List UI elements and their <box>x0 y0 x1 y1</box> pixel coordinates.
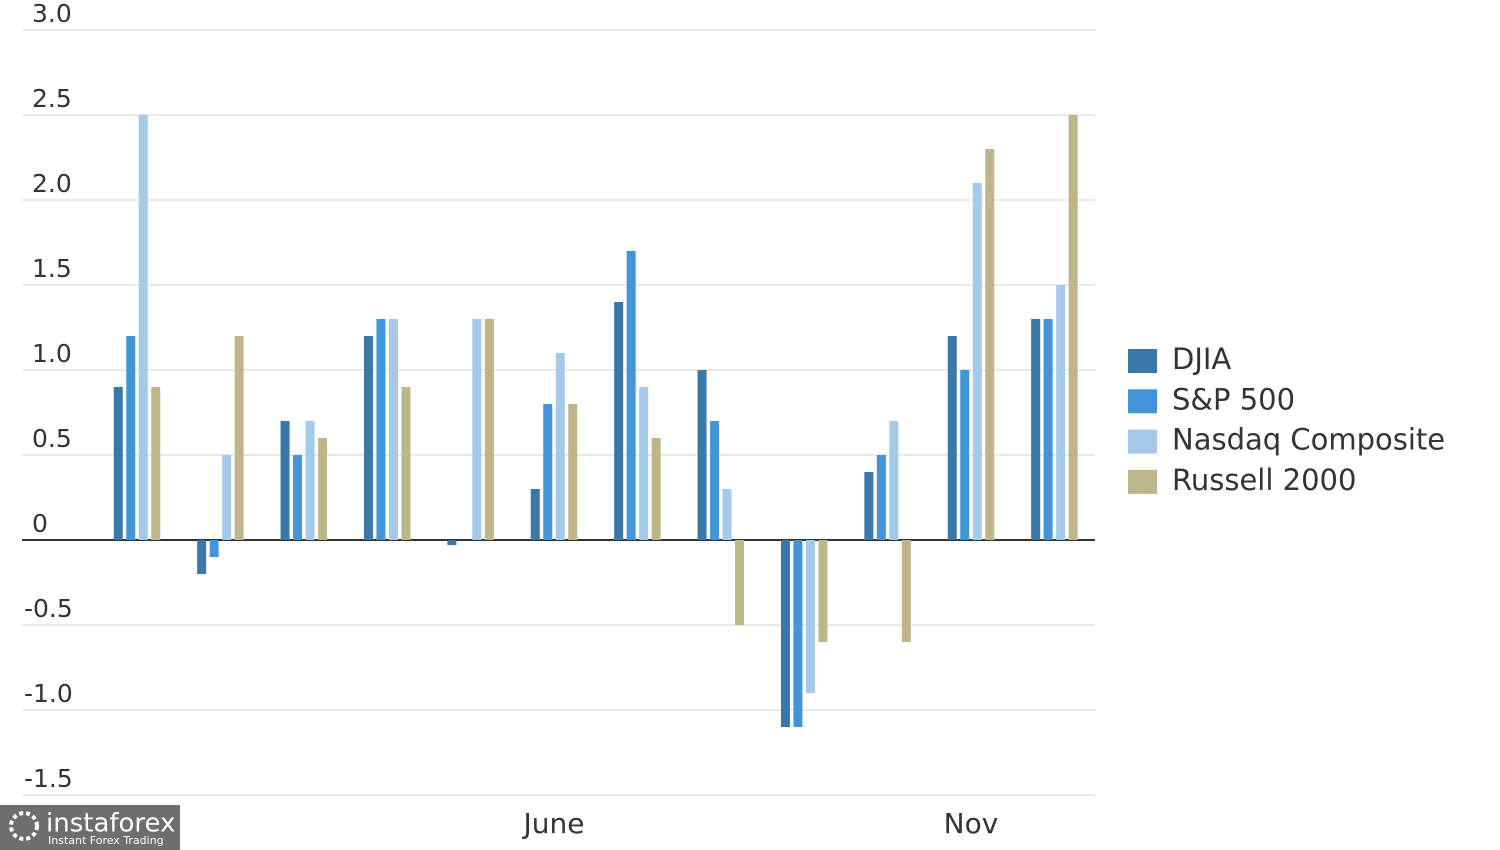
legend-swatch <box>1128 469 1157 494</box>
bar <box>972 183 982 540</box>
bar <box>710 421 720 540</box>
bar <box>293 455 303 540</box>
bar <box>555 353 565 540</box>
bar <box>639 387 649 540</box>
bar <box>447 540 457 546</box>
bar <box>484 319 494 540</box>
bar <box>568 404 578 540</box>
bar <box>151 387 161 540</box>
bar <box>805 540 815 693</box>
y-tick-label: 1.0 <box>32 339 72 368</box>
watermark-icon <box>9 811 39 841</box>
bar <box>876 455 886 540</box>
bar <box>388 319 398 540</box>
legend-label: DJIA <box>1172 342 1231 376</box>
y-tick-label: 0 <box>32 509 48 538</box>
legend-swatch <box>1128 429 1157 454</box>
bar <box>1068 115 1078 540</box>
watermark-brand: instaforex <box>46 809 175 839</box>
bar <box>793 540 803 727</box>
legend-label: Russell 2000 <box>1172 463 1356 497</box>
bar <box>363 336 373 540</box>
y-tick-label: 3.0 <box>32 0 72 28</box>
x-tick-label: June <box>522 807 585 840</box>
bar <box>234 336 244 540</box>
legend-label: Nasdaq Composite <box>1172 423 1445 457</box>
bar <box>126 336 136 540</box>
bar <box>1056 285 1066 540</box>
bar <box>222 455 232 540</box>
bar <box>889 421 899 540</box>
bar <box>780 540 790 727</box>
bar <box>543 404 553 540</box>
y-tick-label: -0.5 <box>24 594 73 623</box>
bar <box>626 251 636 540</box>
bar <box>947 336 957 540</box>
bar <box>818 540 828 642</box>
y-tick-label: -1.0 <box>24 679 73 708</box>
legend-swatch <box>1128 389 1157 414</box>
bar <box>197 540 207 574</box>
bar <box>614 302 624 540</box>
bar <box>735 540 745 625</box>
bar <box>864 472 874 540</box>
bar <box>901 540 911 642</box>
bar <box>960 370 970 540</box>
bar <box>209 540 219 557</box>
bar <box>472 319 482 540</box>
y-tick-label: 0.5 <box>32 424 72 453</box>
watermark-tagline: Instant Forex Trading <box>48 834 164 847</box>
y-tick-label: -1.5 <box>24 764 73 793</box>
bar <box>1043 319 1053 540</box>
x-tick-label: Nov <box>944 807 999 840</box>
bar <box>697 370 707 540</box>
y-tick-label: 2.0 <box>32 169 72 198</box>
bar <box>305 421 315 540</box>
legend-label: S&P 500 <box>1172 382 1295 416</box>
y-tick-label: 1.5 <box>32 254 72 283</box>
bar <box>376 319 386 540</box>
bar <box>401 387 411 540</box>
bar <box>318 438 328 540</box>
legend-swatch <box>1128 349 1157 373</box>
bar <box>138 115 148 540</box>
y-tick-label: 2.5 <box>32 84 72 113</box>
bar <box>280 421 290 540</box>
bar <box>651 438 661 540</box>
bar <box>530 489 540 540</box>
bar <box>113 387 123 540</box>
bar <box>722 489 732 540</box>
watermark: instaforex Instant Forex Trading <box>0 805 180 850</box>
bar <box>985 149 995 540</box>
bar <box>1031 319 1041 540</box>
